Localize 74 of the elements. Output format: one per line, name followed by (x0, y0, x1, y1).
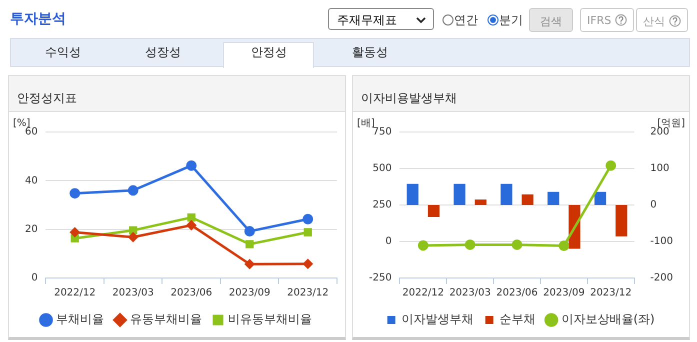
bar (474, 200, 486, 205)
bar (428, 205, 440, 218)
point (70, 188, 80, 199)
point (129, 226, 138, 234)
y-tick-label: 20 (24, 224, 38, 235)
y-tick-label: -250 (368, 272, 392, 284)
bar (454, 184, 466, 205)
x-tick-label: 2022/12 (402, 288, 444, 299)
bar (500, 184, 512, 205)
point (128, 232, 138, 242)
x-tick-label: 2023/06 (170, 288, 212, 299)
point (244, 226, 255, 237)
chart-title: 안정성지표 (9, 76, 345, 112)
text: 주재무제표 (328, 8, 434, 30)
bar (616, 205, 628, 236)
text: 수익성 (44, 44, 82, 61)
text: 연간 (453, 12, 478, 29)
chart-title: 이자비용발생부채 (353, 76, 689, 112)
legend-label: 부채비율 (56, 312, 104, 326)
y2-tick-label: -100 (650, 236, 674, 248)
point (186, 220, 196, 230)
text: IFRS (580, 8, 634, 32)
y-tick-label: 60 (24, 126, 38, 138)
text: 검색 (529, 8, 573, 32)
y2-tick-label: 100 (650, 163, 670, 174)
point (70, 234, 79, 242)
y-tick-label: 750 (372, 126, 392, 138)
y2-tick-label: 200 (650, 126, 670, 138)
x-tick-label: 2023/03 (112, 288, 154, 299)
point (187, 213, 196, 222)
y-tick-label: 0 (31, 272, 38, 284)
legend-label: 이자발생부채 (401, 312, 474, 326)
legend-label: 유동부채비율 (130, 312, 202, 326)
bar (522, 194, 534, 205)
point (303, 259, 313, 269)
x-tick-label: 2022/12 (54, 288, 96, 299)
y-tick-label: 500 (372, 163, 392, 174)
point (512, 239, 522, 250)
x-tick-label: 2023/12 (287, 288, 329, 299)
point (558, 240, 570, 251)
text: 성장성 (144, 44, 182, 61)
point (186, 160, 197, 171)
point (246, 240, 254, 248)
y-tick-label: 0 (385, 236, 392, 248)
y2-axis-title: [억원] (657, 118, 686, 129)
y-axis-title: [배] (357, 118, 375, 129)
x-tick-label: 2023/12 (590, 288, 632, 299)
bar (548, 192, 560, 205)
y-tick-label: 40 (24, 175, 38, 186)
point (606, 160, 616, 171)
point (128, 185, 138, 196)
legend-label: 순부채 (499, 312, 536, 326)
x-tick-label: 2023/09 (543, 288, 585, 299)
y2-tick-label: -200 (650, 272, 674, 284)
bar (594, 192, 606, 205)
point (244, 259, 254, 269)
point (464, 239, 476, 250)
text: 산식 (636, 8, 688, 32)
point (70, 228, 80, 238)
text: 안정성 (250, 44, 288, 61)
x-tick-label: 2023/03 (449, 288, 491, 299)
point (304, 228, 312, 236)
legend-label: 비유동부채비율 (228, 312, 312, 326)
x-tick-label: 2023/09 (228, 288, 270, 299)
x-tick-label: 2023/06 (496, 288, 538, 299)
text: 투자분석 (10, 10, 66, 28)
legend-label: 이자보상배율(좌) (561, 312, 655, 326)
text: 활동성 (351, 44, 389, 61)
bar (406, 184, 418, 205)
point (418, 240, 428, 251)
y2-tick-label: 0 (650, 200, 657, 211)
point (302, 214, 314, 224)
text: 분기 (498, 12, 523, 29)
y-tick-label: 250 (372, 200, 392, 211)
